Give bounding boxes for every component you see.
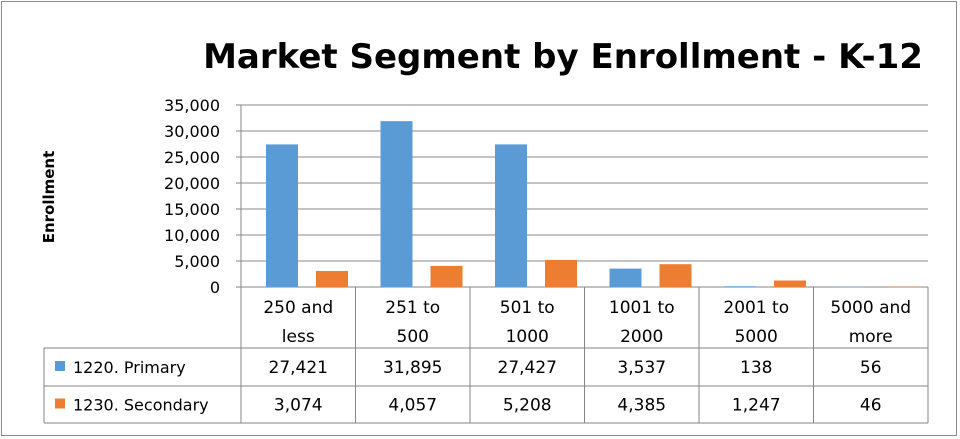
category-label: 1001 to <box>609 298 675 318</box>
category-label: 500 <box>397 327 429 347</box>
data-label: 4,057 <box>388 396 437 416</box>
y-tick-label: 15,000 <box>164 200 220 219</box>
category-label: 2000 <box>620 327 663 347</box>
bars <box>266 121 921 288</box>
category-label: 251 to <box>385 298 440 318</box>
chart-title: Market Segment by Enrollment - K-12 <box>203 37 923 77</box>
bar-1230-secondary <box>316 271 348 287</box>
data-label: 27,421 <box>269 358 328 378</box>
category-label: 250 and <box>263 298 333 318</box>
category-label: 501 to <box>500 298 555 318</box>
y-tick-label: 35,000 <box>164 96 220 115</box>
legend-label: 1220. Primary <box>73 358 186 377</box>
bar-1220-primary <box>266 144 298 287</box>
bar-1230-secondary <box>888 286 921 288</box>
category-label: 5000 and <box>830 298 911 318</box>
y-tick-label: 30,000 <box>164 122 220 141</box>
bar-1230-secondary <box>659 264 692 287</box>
category-label: 2001 to <box>723 298 789 318</box>
category-label: 5000 <box>735 327 778 347</box>
data-label: 46 <box>860 396 882 416</box>
bar-1220-primary <box>380 121 413 288</box>
y-tick-label: 20,000 <box>164 174 220 193</box>
data-label: 31,895 <box>383 358 442 378</box>
bar-1220-primary <box>724 286 756 287</box>
data-table: 250 and less 251 to 500 501 to 1000 1001 to 200… <box>43 287 929 424</box>
legend-swatch <box>55 398 65 409</box>
bar-1230-secondary <box>430 265 463 287</box>
gridlines <box>236 104 928 288</box>
y-tick-label: 10,000 <box>164 226 220 245</box>
bar-1220-primary <box>609 268 642 287</box>
category-label: more <box>849 327 893 347</box>
data-label: 4,385 <box>617 396 666 416</box>
y-tick-label: 25,000 <box>164 148 220 167</box>
legend-swatch <box>55 361 65 371</box>
category-label: 1000 <box>506 327 549 347</box>
data-label: 3,074 <box>274 396 323 416</box>
data-label: 1,247 <box>732 396 781 416</box>
data-label: 3,537 <box>617 358 666 378</box>
category-label: less <box>282 327 315 347</box>
legend-label: 1230. Secondary <box>73 396 209 415</box>
bar-1220-primary <box>838 286 871 288</box>
bar-1220-primary <box>495 144 527 287</box>
data-label: 138 <box>740 358 772 378</box>
data-label: 27,427 <box>498 358 557 378</box>
y-tick-labels: 0 5,000 10,000 15,000 20,000 25,000 30,000 35,0… <box>164 96 220 297</box>
bar-1230-secondary <box>774 280 806 287</box>
bar-1230-secondary <box>545 259 577 287</box>
data-label: 5,208 <box>503 396 552 416</box>
y-axis-label: Enrollment <box>40 151 58 244</box>
data-label: 56 <box>860 358 882 378</box>
y-tick-label: 5,000 <box>174 252 220 271</box>
y-tick-label: 0 <box>210 278 220 297</box>
